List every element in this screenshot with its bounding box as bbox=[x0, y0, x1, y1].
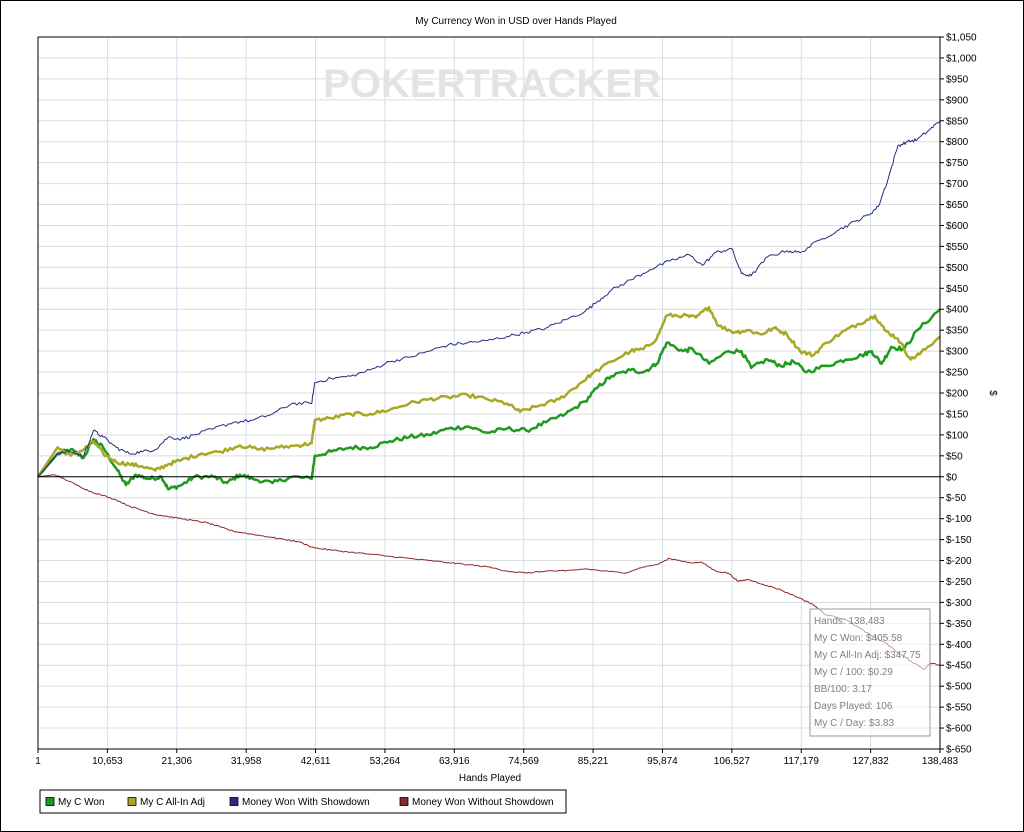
y-tick-label: $450 bbox=[946, 284, 969, 295]
legend: My C Won My C All-In Adj Money Won With Sh… bbox=[39, 789, 567, 814]
y-tick-label: $1,050 bbox=[946, 33, 977, 44]
y-tick-label: $650 bbox=[946, 200, 969, 211]
y-tick-label: $100 bbox=[946, 430, 969, 441]
y-tick-label: $250 bbox=[946, 368, 969, 379]
x-tick-label: 74,569 bbox=[508, 756, 539, 767]
x-tick-label: 63,916 bbox=[439, 756, 470, 767]
legend-swatch bbox=[127, 797, 137, 806]
y-tick-label: $800 bbox=[946, 137, 969, 148]
x-tick-label: 1 bbox=[35, 756, 41, 767]
x-tick-label: 85,221 bbox=[578, 756, 609, 767]
info-box-line: Hands: 138,483 bbox=[814, 616, 885, 627]
x-tick-label: 10,653 bbox=[92, 756, 123, 767]
y-tick-label: $-600 bbox=[946, 724, 972, 735]
x-tick-label: 95,874 bbox=[647, 756, 678, 767]
legend-frame bbox=[39, 789, 567, 814]
y-tick-label: $-300 bbox=[946, 598, 972, 609]
y-tick-label: $850 bbox=[946, 116, 969, 127]
y-tick-label: $1,000 bbox=[946, 53, 977, 64]
y-tick-label: $-250 bbox=[946, 577, 972, 588]
legend-swatch bbox=[45, 797, 55, 806]
y-tick-label: $50 bbox=[946, 451, 963, 462]
y-tick-label: $200 bbox=[946, 389, 969, 400]
stats-info-box: Hands: 138,483 My C Won: $405.58 My C All-… bbox=[809, 608, 931, 737]
y-tick-label: $-50 bbox=[946, 493, 966, 504]
grid-lines bbox=[37, 36, 941, 750]
y-tick-label: $700 bbox=[946, 179, 969, 190]
y-tick-label: $-350 bbox=[946, 619, 972, 630]
x-tick-label: 42,611 bbox=[301, 756, 331, 767]
info-box-line: Days Played: 106 bbox=[814, 701, 893, 712]
y-tick-label: $-650 bbox=[946, 745, 972, 756]
y-tick-label: $350 bbox=[946, 326, 969, 337]
chart-title: My Currency Won in USD over Hands Played bbox=[415, 16, 617, 27]
info-box-frame bbox=[809, 608, 931, 737]
y-tick-label: $500 bbox=[946, 263, 969, 274]
x-tick-label: 117,179 bbox=[784, 756, 820, 767]
x-tick-label: 53,264 bbox=[370, 756, 401, 767]
legend-swatch bbox=[399, 797, 409, 806]
legend-label: My C Won bbox=[58, 797, 105, 808]
info-box-line: BB/100: 3.17 bbox=[814, 684, 872, 695]
y-tick-label: $150 bbox=[946, 409, 969, 420]
x-tick-label: 106,527 bbox=[714, 756, 751, 767]
y-axis: $-650 $-600 $-550 $-500 $-450 $-400 $-350 $-300… bbox=[940, 33, 977, 756]
watermark: POKERTRACKER bbox=[323, 62, 661, 106]
y-tick-label: $-150 bbox=[946, 535, 972, 546]
y-tick-label: $-400 bbox=[946, 640, 972, 651]
y-tick-label: $-100 bbox=[946, 514, 972, 525]
x-tick-label: 127,832 bbox=[853, 756, 890, 767]
x-tick-label: 138,483 bbox=[922, 756, 959, 767]
y-tick-label: $750 bbox=[946, 158, 969, 169]
info-box-line: My C / 100: $0.29 bbox=[814, 667, 893, 678]
y-tick-label: $400 bbox=[946, 305, 969, 316]
legend-label: Money Won With Showdown bbox=[242, 797, 370, 808]
x-axis: 1 10,653 21,306 31,958 42,611 53,264 63,916 74,… bbox=[35, 749, 959, 767]
info-box-line: My C / Day: $3.83 bbox=[814, 718, 894, 729]
y-axis-title: $ bbox=[987, 390, 998, 396]
y-tick-label: $-450 bbox=[946, 661, 972, 672]
info-box-line: My C Won: $405.58 bbox=[814, 633, 903, 644]
legend-label: My C All-In Adj bbox=[140, 797, 205, 808]
series-line-my-c-all-in-adj bbox=[36, 305, 941, 478]
x-tick-label: 21,306 bbox=[161, 756, 192, 767]
series-line-money-won-without-showdown bbox=[37, 474, 941, 670]
y-tick-label: $-550 bbox=[946, 703, 972, 714]
x-tick-label: 31,958 bbox=[231, 756, 262, 767]
y-tick-label: $550 bbox=[946, 242, 969, 253]
legend-label: Money Won Without Showdown bbox=[412, 797, 554, 808]
y-tick-label: $-500 bbox=[946, 682, 972, 693]
y-tick-label: $0 bbox=[946, 472, 958, 483]
y-tick-label: $900 bbox=[946, 95, 969, 106]
x-axis-title: Hands Played bbox=[459, 773, 521, 784]
legend-swatch bbox=[229, 797, 239, 806]
y-tick-label: $600 bbox=[946, 221, 969, 232]
info-box-line: My C All-In Adj: $347.75 bbox=[814, 650, 921, 661]
y-tick-label: $950 bbox=[946, 74, 969, 85]
y-tick-label: $300 bbox=[946, 347, 969, 358]
series-line-money-won-with-showdown bbox=[37, 120, 941, 478]
y-tick-label: $-200 bbox=[946, 556, 972, 567]
